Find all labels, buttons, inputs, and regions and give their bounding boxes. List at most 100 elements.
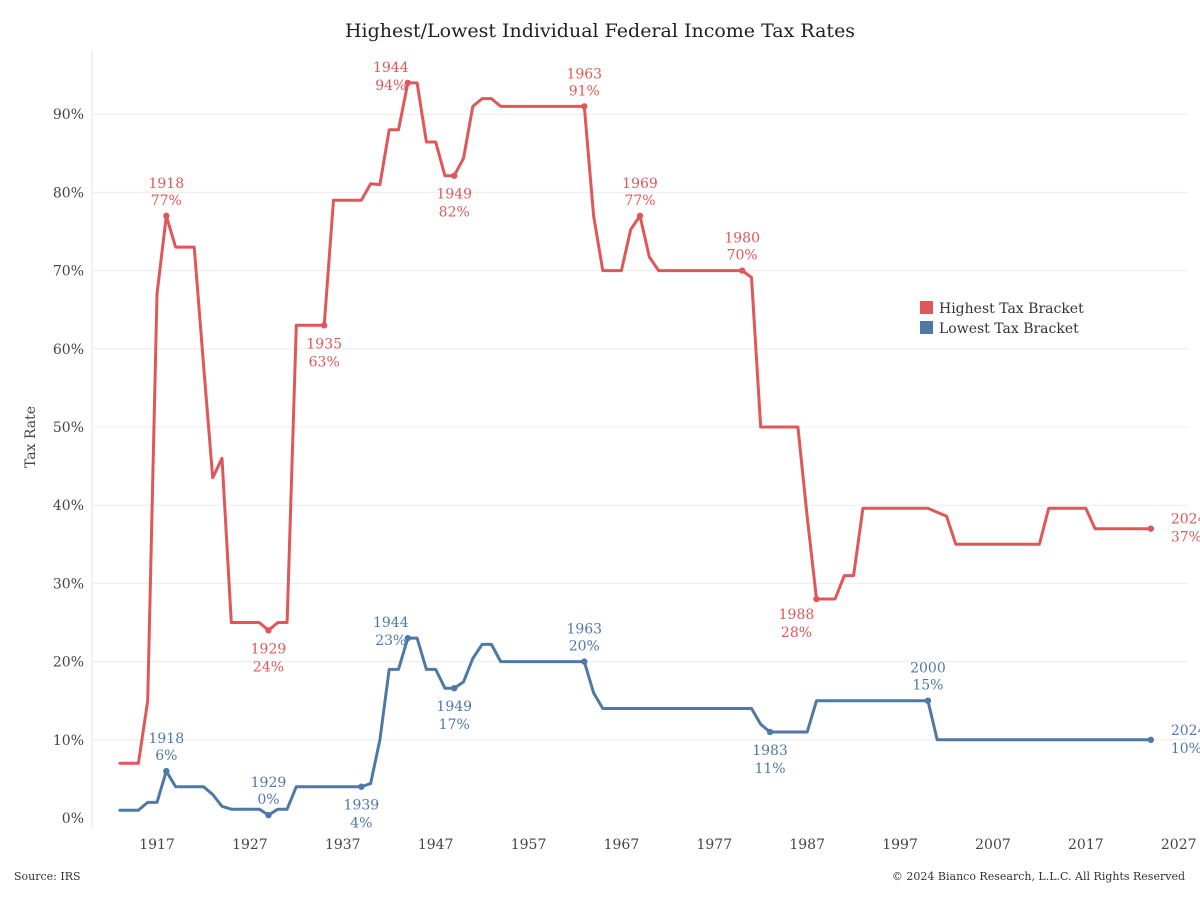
x-tick-label-1937: 1937: [325, 837, 361, 853]
annotation-highest-1949: 1949 82%: [436, 187, 472, 221]
series-line-lowest: [118, 636, 1153, 817]
annotation-highest-1944: 1944 94%: [373, 60, 409, 94]
annotation-lowest-1944: 1944 23%: [373, 615, 409, 649]
annotation-year: 2000: [910, 661, 946, 677]
y-tick-label-30: 30%: [53, 576, 84, 592]
annotation-year: 1963: [566, 66, 602, 82]
copyright-note: © 2024 Bianco Research, L.L.C. All Right…: [891, 870, 1185, 883]
y-tick-label-40: 40%: [53, 498, 84, 514]
chart-title: Highest/Lowest Individual Federal Income…: [345, 20, 855, 42]
annotation-lowest-2024: 2024 10%: [1171, 723, 1200, 757]
y-tick-label-90: 90%: [53, 107, 84, 123]
annotation-value: 63%: [309, 354, 340, 370]
x-tick-label-2007: 2007: [975, 837, 1011, 853]
annotation-year: 1963: [566, 622, 602, 638]
y-axis-ticks: 0% 10% 20% 30% 40% 50% 60% 70% 80% 90%: [53, 107, 84, 827]
annotation-value: 70%: [727, 248, 758, 264]
annotation-value: 37%: [1171, 530, 1200, 546]
legend-label-lowest: Lowest Tax Bracket: [939, 321, 1079, 337]
annotation-value: 77%: [624, 193, 655, 209]
marker-highest-1963: [581, 103, 588, 110]
y-tick-label-10: 10%: [53, 733, 84, 749]
legend-swatch-lowest: [920, 321, 933, 334]
annotation-value: 4%: [350, 816, 372, 832]
y-tick-label-70: 70%: [53, 264, 84, 280]
legend-label-highest: Highest Tax Bracket: [939, 301, 1084, 317]
x-tick-label-2027: 2027: [1161, 837, 1197, 853]
marker-highest-1969: [636, 212, 644, 220]
annotation-year: 1935: [306, 336, 342, 352]
annotation-year: 1988: [779, 607, 815, 623]
annotation-highest-1988: 1988 28%: [779, 607, 815, 641]
annotation-value: 23%: [375, 633, 406, 649]
x-tick-label-2017: 2017: [1068, 837, 1104, 853]
series-lines: [118, 81, 1153, 817]
annotation-year: 1944: [373, 60, 409, 76]
x-tick-label-1917: 1917: [139, 837, 175, 853]
legend-swatch-highest: [920, 301, 933, 314]
annotation-value: 15%: [912, 678, 943, 694]
annotation-year: 1918: [148, 731, 184, 747]
y-tick-label-0: 0%: [62, 811, 84, 827]
x-tick-label-1997: 1997: [882, 837, 918, 853]
y-tick-label-60: 60%: [53, 342, 84, 358]
annotation-lowest-1983: 1983 11%: [752, 743, 788, 777]
annotation-markers: [163, 79, 1155, 819]
marker-highest-1929: [265, 627, 272, 634]
y-axis-label: Tax Rate: [23, 406, 39, 468]
annotation-value: 6%: [155, 748, 177, 764]
annotation-year: 1983: [752, 743, 788, 759]
annotation-labels: 191877%192924%193563%194494%194982%19639…: [148, 60, 1200, 832]
annotation-highest-1935: 1935 63%: [306, 336, 342, 370]
gridlines: [92, 113, 1188, 741]
x-tick-label-1957: 1957: [511, 837, 547, 853]
annotation-value: 77%: [151, 193, 182, 209]
annotation-value: 94%: [375, 78, 406, 94]
annotation-year: 1918: [148, 176, 184, 192]
annotation-year: 1929: [251, 775, 287, 791]
annotation-value: 24%: [253, 659, 284, 675]
legend: Highest Tax Bracket Lowest Tax Bracket: [920, 301, 1084, 337]
marker-highest-1944: [404, 79, 411, 87]
annotation-lowest-1949: 1949 17%: [436, 699, 472, 733]
series-line-highest: [118, 81, 1153, 765]
annotation-value: 10%: [1171, 741, 1200, 757]
annotation-year: 2024: [1171, 723, 1200, 739]
x-tick-label-1967: 1967: [604, 837, 640, 853]
marker-lowest-1944: [404, 634, 411, 642]
marker-lowest-1963: [581, 658, 588, 665]
y-tick-label-80: 80%: [53, 185, 84, 201]
annotation-value: 91%: [569, 83, 600, 99]
annotation-year: 1929: [251, 641, 287, 657]
marker-lowest-2024: [1147, 736, 1155, 743]
x-tick-label-1947: 1947: [418, 837, 454, 853]
marker-highest-2024: [1147, 525, 1155, 532]
annotation-value: 20%: [569, 639, 600, 655]
annotation-highest-2024: 2024 37%: [1171, 512, 1200, 546]
marker-lowest-1918: [163, 767, 170, 775]
annotation-year: 1944: [373, 615, 409, 631]
marker-lowest-1983: [766, 728, 774, 736]
marker-highest-1918: [163, 212, 170, 220]
marker-lowest-1929: [265, 811, 272, 819]
marker-lowest-1939: [358, 783, 365, 790]
annotation-year: 1939: [344, 798, 380, 814]
annotation-year: 1980: [724, 231, 760, 247]
annotation-value: 0%: [257, 792, 279, 808]
x-tick-label-1987: 1987: [789, 837, 825, 853]
x-tick-label-1927: 1927: [232, 837, 268, 853]
annotation-year: 1969: [622, 176, 658, 192]
annotation-value: 11%: [754, 761, 785, 777]
annotation-value: 82%: [439, 205, 470, 221]
annotation-year: 1949: [436, 699, 472, 715]
marker-highest-1988: [813, 595, 820, 603]
